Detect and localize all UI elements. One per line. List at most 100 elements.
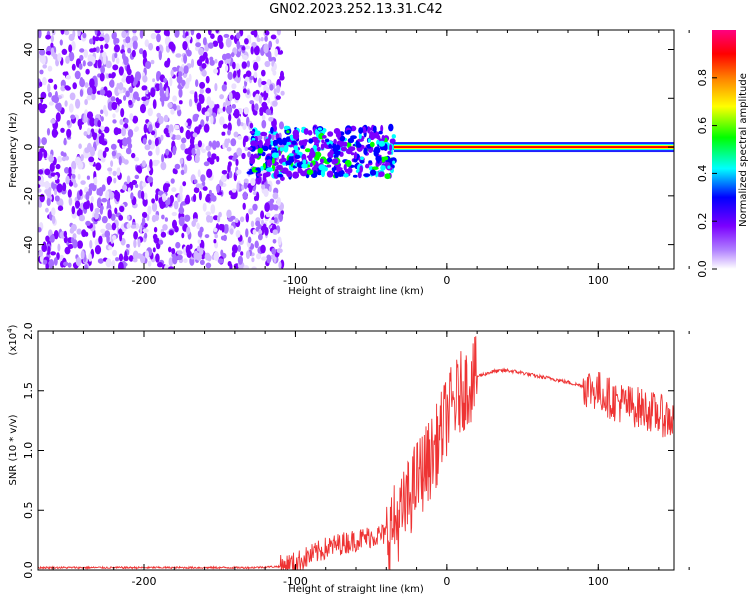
heatmap-cell [308,138,314,144]
snr-y-axis-label: SNR (10 * v/v) [8,414,19,485]
heatmap-cell [75,257,82,267]
heatmap-cell [363,173,371,178]
heatmap-cell [168,41,175,50]
heatmap-cell [174,124,180,130]
heatmap-cell [109,79,115,88]
heatmap-cell [84,82,89,88]
heatmap-cell [100,65,105,74]
heatmap-cell [300,170,308,177]
heatmap-cell [106,176,113,184]
heatmap-cell [131,35,138,43]
heatmap-cell [117,139,122,144]
heatmap-cell [101,184,106,192]
heatmap-cell [380,165,386,171]
heatmap-cell [210,115,214,125]
heatmap-cell [148,124,153,133]
heatmap-cell [301,163,308,169]
heatmap-cell [222,106,226,112]
snr-x-tick-label: 100 [588,575,609,588]
heatmap-cell [112,113,116,119]
heatmap-cell [132,115,139,124]
heatmap-cell [339,135,346,142]
snr-series-line [38,336,674,570]
heatmap-cell [327,131,334,137]
heatmap-cell [112,234,117,241]
heatmap-cell [118,253,124,262]
heatmap-cell [59,39,63,46]
heatmap-cell [126,223,131,229]
heatmap-cell [94,36,100,42]
heatmap-cell [147,176,154,183]
heatmap-cell [368,160,373,164]
heatmap-cell [201,63,207,69]
heatmap-cell [155,193,159,202]
heatmap-cell [331,167,336,172]
heatmap-cell [95,162,102,171]
heatmap-cell [276,30,281,36]
heatmap-cell [319,158,324,164]
heatmap-cell [99,207,103,215]
heatmap-cell [205,195,211,203]
heatmap-cell [186,154,192,161]
heatmap-cell [199,88,204,94]
heatmap-cell [126,42,132,50]
heatmap-cell [166,57,171,66]
heatmap-cell [167,197,171,206]
heatmap-cell [108,73,112,79]
colorbar-tick-label: 0.0 [696,260,709,278]
heatmap-cell [161,214,165,220]
heatmap-cell [231,188,237,193]
heatmap-cell [84,264,88,269]
heatmap-cell [158,50,162,61]
heatmap-cell [175,53,182,58]
heatmap-cell [178,71,183,78]
heatmap-cell [249,75,254,80]
heatmap-cell [155,145,160,156]
colorbar [712,30,736,269]
heatmap-cell [367,138,371,143]
heatmap-cell [76,209,81,217]
heatmap-cell [176,254,183,260]
heatmap-cell [167,102,173,109]
heatmap-cell [115,57,120,65]
heatmap-cell [185,244,191,255]
spectrogram-y-tick-label: -20 [22,187,35,205]
heatmap-cell [154,137,159,147]
heatmap-cell [139,30,144,39]
heatmap-cell [78,122,82,130]
heatmap-cell [272,100,278,107]
heatmap-cell [244,38,249,45]
heatmap-cell [66,128,72,138]
heatmap-cell [380,124,384,133]
heatmap-cell [346,129,352,134]
heatmap-cell [122,73,127,81]
heatmap-cell [118,228,123,235]
colorbar-tick-label: 0.4 [696,165,709,183]
heatmap-cell [186,35,191,41]
heatmap-cell [89,202,94,212]
heatmap-cell [247,151,251,158]
heatmap-cell [118,66,124,76]
heatmap-cell [169,77,173,87]
page-title: GN02.2023.252.13.31.C42 [269,2,443,17]
heatmap-cell [347,167,353,174]
heatmap-cell [44,168,51,176]
heatmap-cell [84,99,88,106]
heatmap-cell [53,95,59,104]
heatmap-cell [160,161,167,171]
heatmap-cell [235,230,241,238]
heatmap-cell [94,207,101,214]
heatmap-cell [206,157,213,163]
heatmap-cell [38,250,44,257]
heatmap-cell [147,150,153,157]
heatmap-cell [256,253,262,260]
heatmap-cell [291,140,297,145]
heatmap-cell [272,239,277,244]
heatmap-cell [197,140,202,148]
heatmap-cell [250,140,257,147]
heatmap-cell [229,263,233,269]
heatmap-cell [314,153,320,161]
heatmap-cell [129,113,134,121]
heatmap-cell [306,169,314,176]
